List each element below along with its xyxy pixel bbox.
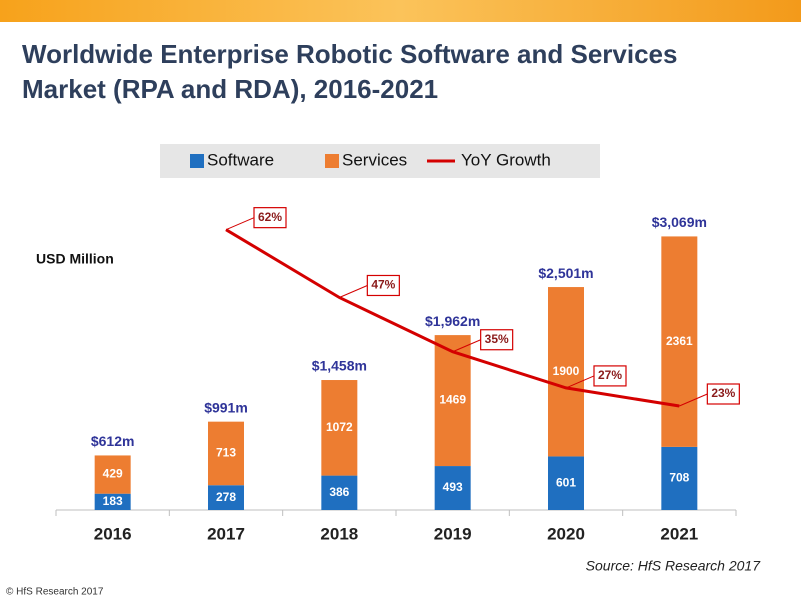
y-axis-label: USD Million xyxy=(36,251,114,267)
legend-label: Software xyxy=(207,150,274,169)
segment-label: 278 xyxy=(216,490,236,504)
total-label: $2,501m xyxy=(538,265,593,281)
growth-label-box xyxy=(366,274,400,297)
segment-label: 493 xyxy=(443,480,463,494)
legend-box xyxy=(160,144,600,178)
bar-segment xyxy=(94,493,131,510)
label-leader xyxy=(565,375,595,389)
growth-label-box xyxy=(480,329,514,351)
growth-label-box xyxy=(253,207,287,229)
bar-segment xyxy=(434,466,471,510)
bar-segment xyxy=(208,421,244,486)
growth-label: 35% xyxy=(485,332,509,346)
bar-segment xyxy=(661,236,698,447)
x-tick-label: 2016 xyxy=(94,524,132,543)
segment-label: 1072 xyxy=(326,420,353,434)
x-tick-label: 2021 xyxy=(660,524,698,543)
segment-label: 601 xyxy=(556,475,576,489)
total-label: $3,069m xyxy=(652,214,707,230)
segment-label: 708 xyxy=(669,471,689,485)
segment-label: 1469 xyxy=(439,393,466,407)
chart-title: Worldwide Enterprise Robotic Software an… xyxy=(22,39,677,69)
segment-label: 429 xyxy=(103,467,123,481)
bar-segment xyxy=(548,287,584,457)
source: Source: HfS Research 2017 xyxy=(586,558,762,574)
growth-label: 47% xyxy=(371,278,395,292)
chart-title: Market (RPA and RDA), 2016-2021 xyxy=(22,74,438,104)
label-leader xyxy=(339,285,368,298)
total-label: $1,962m xyxy=(425,313,480,329)
footer: © HfS Research 2017 xyxy=(6,587,104,598)
growth-label: 62% xyxy=(258,210,282,224)
legend-swatch xyxy=(190,154,204,168)
bar-segment xyxy=(208,485,244,510)
bar-segment xyxy=(321,475,358,510)
label-leader xyxy=(679,393,708,407)
total-label: $991m xyxy=(204,399,248,415)
growth-label-box xyxy=(593,365,627,387)
segment-label: 713 xyxy=(216,446,236,460)
segment-label: 2361 xyxy=(666,334,693,348)
legend-label: YoY Growth xyxy=(461,150,551,169)
x-tick-label: 2019 xyxy=(434,524,472,543)
bar-segment xyxy=(661,446,698,510)
growth-label: 23% xyxy=(711,386,735,400)
top-banner xyxy=(0,0,801,22)
x-tick-label: 2018 xyxy=(320,524,358,543)
segment-label: 183 xyxy=(103,494,123,508)
total-label: $1,458m xyxy=(312,358,367,374)
x-tick-label: 2020 xyxy=(547,524,585,543)
growth-label: 27% xyxy=(598,368,622,382)
label-leader xyxy=(225,217,255,231)
bar-segment xyxy=(321,380,358,476)
legend-swatch xyxy=(325,154,339,168)
legend-label: Services xyxy=(342,150,407,169)
segment-label: 1900 xyxy=(553,364,580,378)
growth-label-box xyxy=(706,383,740,405)
total-label: $612m xyxy=(91,433,135,449)
bar-segment xyxy=(548,456,584,510)
segment-label: 386 xyxy=(329,485,349,499)
x-tick-label: 2017 xyxy=(207,524,245,543)
label-leader xyxy=(452,339,481,353)
bar-segment xyxy=(94,455,131,494)
